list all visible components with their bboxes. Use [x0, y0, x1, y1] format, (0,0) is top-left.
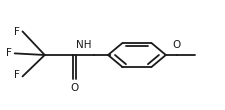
Text: O: O: [173, 40, 181, 50]
Text: NH: NH: [76, 40, 92, 50]
Text: F: F: [14, 70, 20, 80]
Text: F: F: [14, 28, 20, 38]
Text: F: F: [6, 48, 12, 58]
Text: O: O: [70, 83, 78, 93]
